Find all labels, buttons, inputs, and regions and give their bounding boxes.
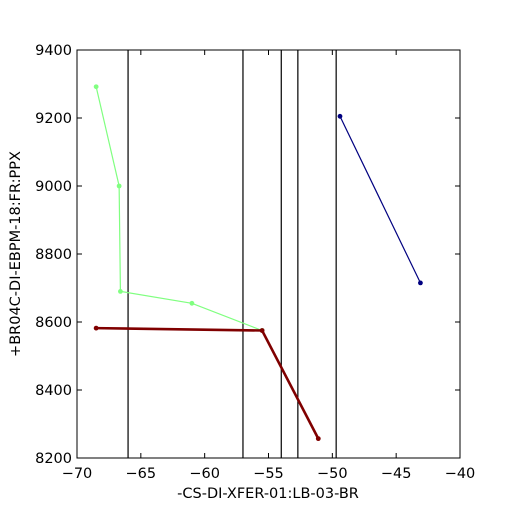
x-axis: −70 −65 −60 −55 −50 −45 −40 [62, 50, 476, 482]
x-tick-label: −70 [62, 466, 93, 482]
data-point [93, 84, 99, 90]
y-tick-label: 9200 [35, 111, 72, 127]
data-point [93, 325, 99, 331]
data-point [259, 328, 265, 333]
data-point [189, 300, 195, 306]
y-axis-label: +BR04C-DI-EBPM-18:FR:PPX [8, 151, 24, 357]
x-tick-label: −65 [126, 466, 157, 482]
data-point [315, 436, 321, 442]
x-tick-label: −50 [317, 466, 348, 482]
data-point [337, 113, 343, 119]
series-line-2 [339, 116, 421, 284]
y-tick-label: 8400 [35, 383, 72, 399]
x-axis-label: -CS-DI-XFER-01:LB-03-BR [177, 486, 359, 502]
plot-area [93, 50, 423, 458]
x-tick-label: −55 [253, 466, 284, 482]
data-point [118, 289, 123, 294]
y-tick-label: 9000 [35, 179, 72, 195]
plot-frame [76, 49, 461, 459]
y-tick-label: 8600 [35, 315, 72, 331]
data-point [116, 183, 122, 189]
data-point [418, 280, 423, 286]
y-tick-label: 9400 [35, 43, 72, 59]
y-tick-label: 8200 [35, 451, 72, 467]
y-axis: 8200 8400 8600 8800 9000 9200 9400 [35, 43, 460, 467]
y-tick-label: 8800 [35, 247, 72, 263]
x-tick-label: −60 [189, 466, 220, 482]
x-tick-label: −45 [381, 466, 412, 482]
x-tick-label: −40 [445, 466, 476, 482]
